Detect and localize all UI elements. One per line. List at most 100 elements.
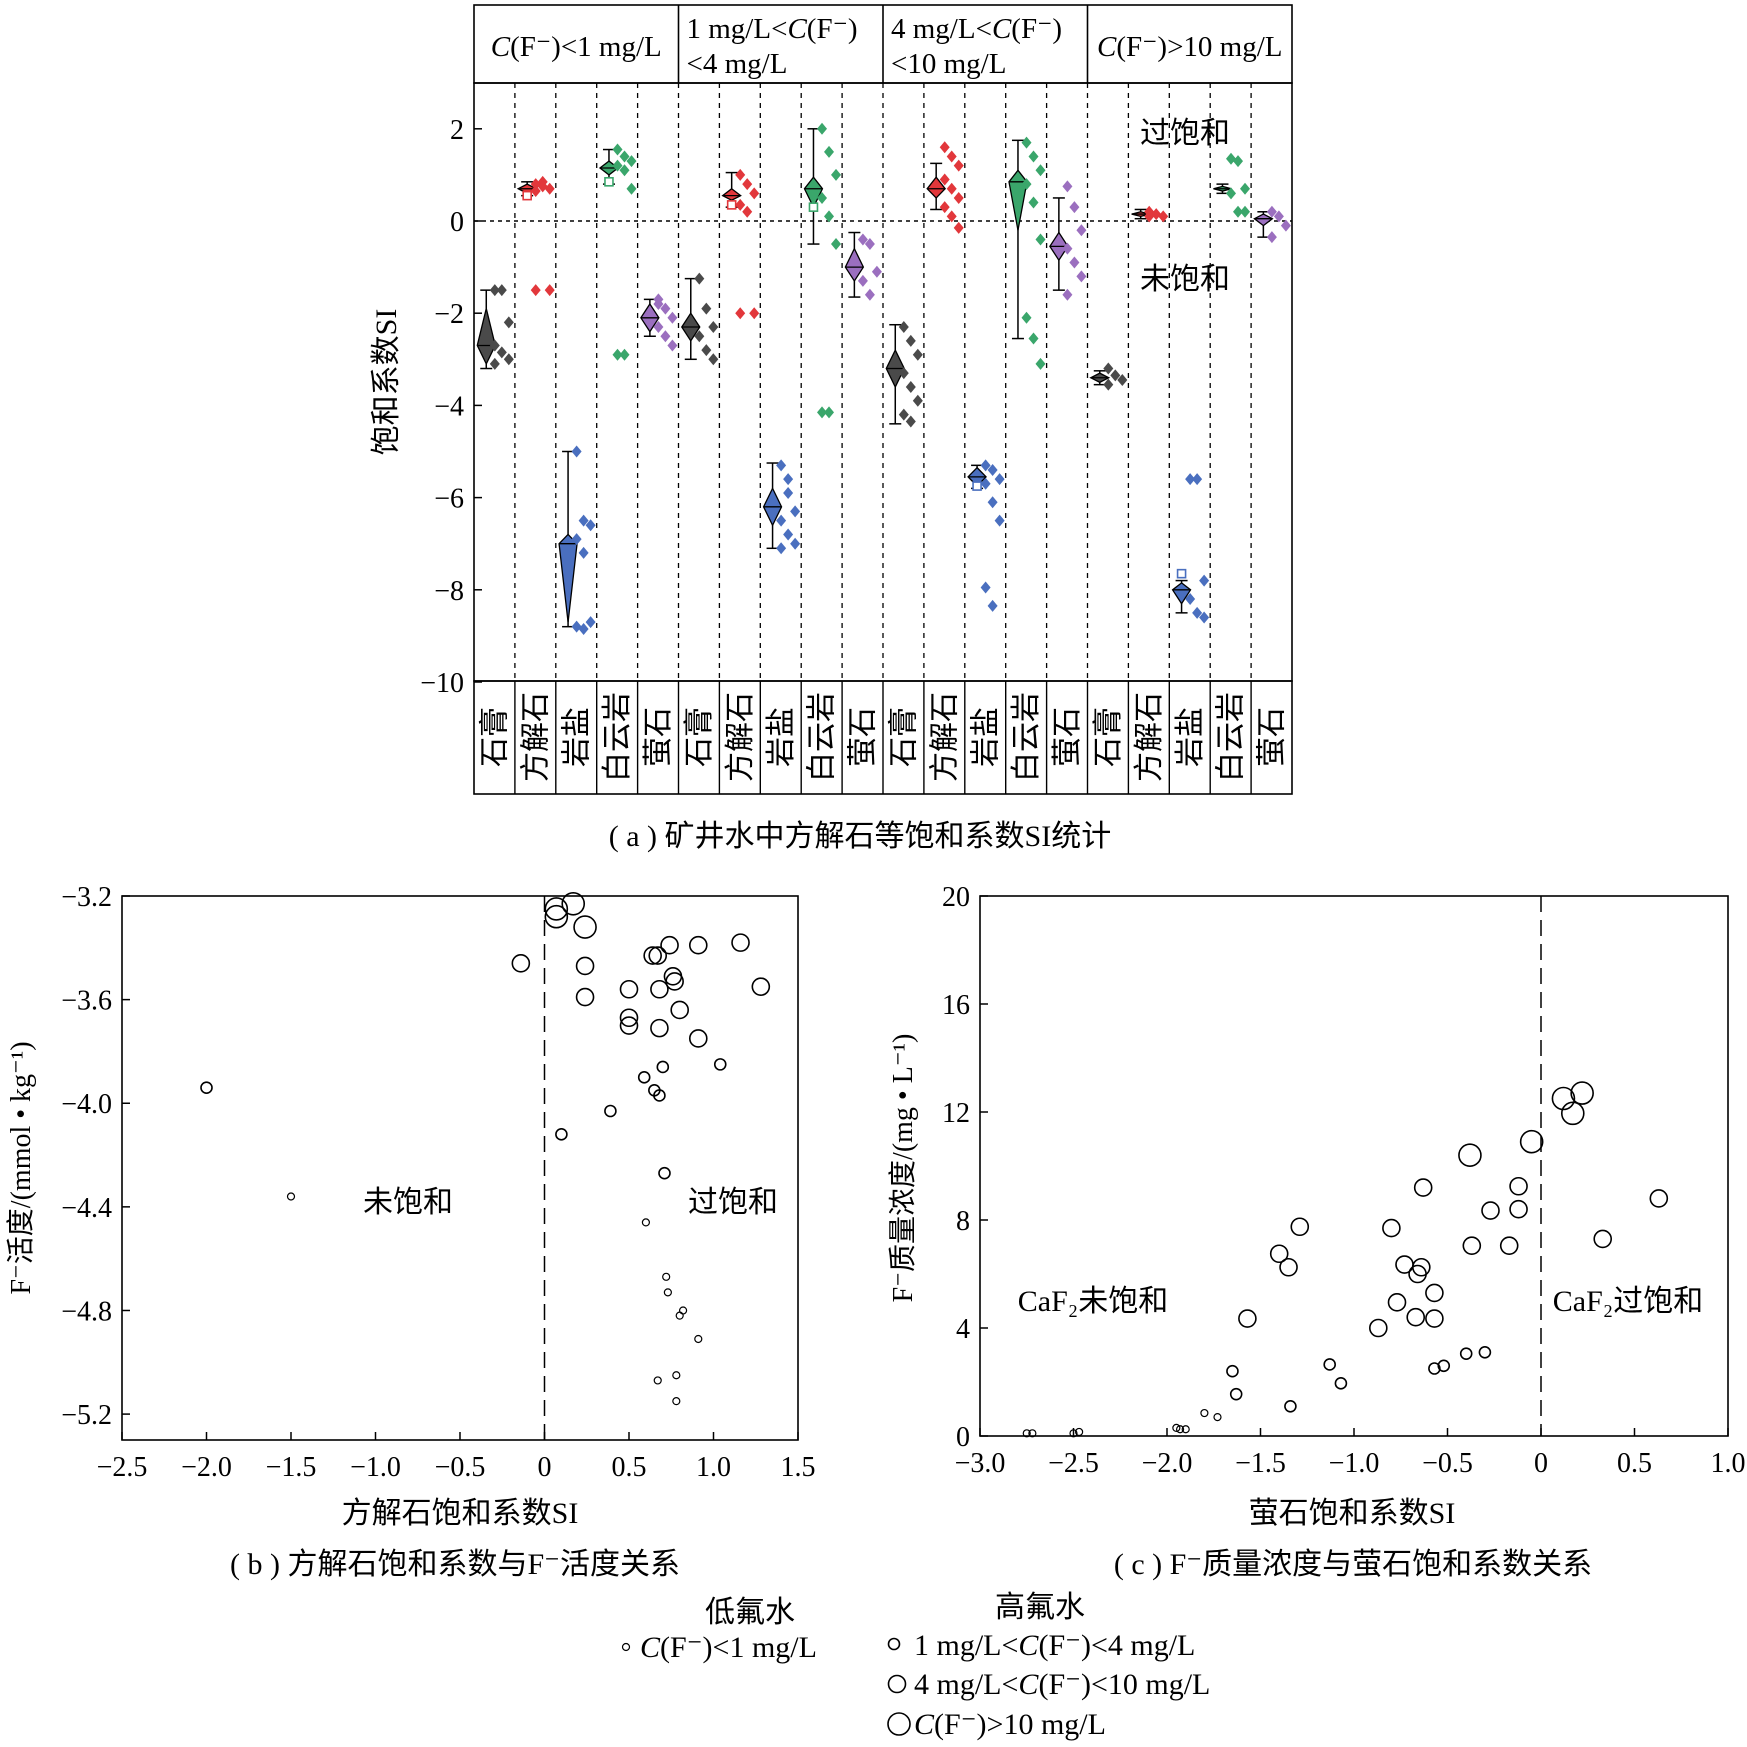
violin-shape: [721, 187, 742, 201]
scatter-point: [675, 1311, 684, 1320]
data-point: [1035, 233, 1046, 246]
data-point: [912, 348, 923, 361]
panel-c-x-ticks: −3.0 −2.5 −2.0 −1.5 −1.0 −0.5 0 0.5 1.0: [955, 1428, 1746, 1479]
data-point: [1069, 201, 1080, 214]
scatter-point: [1428, 1362, 1441, 1375]
legend-label: C(F⁻)<1 mg/L: [640, 1631, 817, 1664]
scatter-point: [1369, 1318, 1388, 1338]
violin-shape: [558, 533, 578, 623]
data-point: [1076, 224, 1087, 237]
scatter-point: [694, 1334, 703, 1344]
series-group: [1008, 136, 1046, 370]
data-point: [578, 622, 589, 635]
series-group: [476, 284, 514, 370]
scatter-point: [1323, 1358, 1336, 1371]
scatter-point: [650, 979, 669, 999]
y-tick-label: 2: [450, 115, 464, 146]
data-point: [939, 201, 950, 214]
data-point: [653, 297, 664, 310]
scatter-point: [656, 1060, 670, 1074]
legend-marker: [887, 1637, 901, 1651]
scatter-point: [619, 979, 639, 999]
scatter-point: [1649, 1189, 1669, 1208]
data-point: [953, 159, 964, 172]
median-marker: [972, 481, 982, 491]
series-group: [885, 321, 923, 428]
data-point: [1151, 208, 1162, 221]
data-point: [1021, 311, 1032, 324]
scatter-point: [286, 1192, 296, 1201]
y-tick-label: 16: [942, 990, 970, 1021]
scatter-point: [665, 972, 684, 991]
data-point: [1280, 219, 1291, 232]
data-point: [660, 302, 671, 315]
data-point: [496, 284, 507, 297]
panel-c-annotation-supersaturated: CaF₂过饱和: [1553, 1285, 1703, 1318]
scatter-point: [1075, 1427, 1084, 1437]
scatter-point: [1229, 1387, 1243, 1401]
data-point: [898, 321, 909, 334]
legend-item: 4 mg/L<C(F⁻)<10 mg/L: [887, 1668, 1210, 1701]
panel-a: 2 0 −2 −4 −6 −8 −10 C(F⁻)<1 mg/L 1 mg/L<C(F⁻)<4…: [370, 4, 1293, 853]
data-point: [1144, 210, 1155, 223]
data-point: [1185, 473, 1196, 486]
series-group: [598, 143, 637, 361]
data-point: [790, 537, 801, 550]
data-point: [987, 463, 998, 476]
data-point: [1076, 270, 1087, 283]
data-point: [1021, 178, 1032, 191]
data-point: [735, 307, 746, 320]
data-point: [694, 272, 705, 285]
panel-a-series: [476, 122, 1291, 635]
scatter-point: [1022, 1429, 1031, 1438]
scatter-point: [1279, 1257, 1298, 1277]
data-point: [987, 599, 998, 612]
data-point: [612, 143, 623, 156]
legend-item: 1 mg/L<C(F⁻)<4 mg/L: [887, 1629, 1195, 1662]
data-point: [1185, 593, 1196, 606]
series-group: [721, 168, 760, 320]
data-point: [790, 505, 801, 518]
mineral-label: 萤石: [642, 707, 675, 767]
group-header-label: C(F⁻)<1 mg/L: [491, 31, 662, 63]
legend-marker: [621, 1642, 631, 1652]
x-tick-label: −0.5: [1422, 1448, 1473, 1479]
scatter-point: [1290, 1217, 1310, 1237]
data-point: [742, 205, 753, 218]
scatter-point: [1509, 1176, 1528, 1196]
series-group: [1131, 205, 1169, 223]
panel-c-y-ticks: 0 4 8 12 16 20: [942, 882, 988, 1453]
series-group: [680, 272, 719, 366]
panel-a-mineral-labels: 石膏 方解石 岩盐 白云岩 萤石 石膏 方解石 岩盐 白云岩 萤石 石膏 方解石 岩盐 白云岩 萤石 石膏 方解…: [478, 692, 1288, 782]
data-point: [1266, 205, 1277, 218]
data-point: [667, 311, 678, 324]
scatter-point: [650, 1018, 669, 1038]
data-point: [831, 238, 842, 251]
mineral-label: 岩盐: [765, 707, 798, 767]
x-tick-label: −1.5: [1235, 1448, 1286, 1479]
x-tick-label: 1.0: [696, 1452, 731, 1483]
mineral-label: 白云岩: [1215, 692, 1248, 782]
mineral-label: 石膏: [1092, 707, 1125, 767]
series-group: [762, 459, 801, 555]
y-tick-label: 12: [942, 1098, 970, 1129]
scatter-point: [678, 1306, 688, 1315]
legend-high-title: 高氟水: [995, 1591, 1085, 1624]
scatter-point: [1560, 1101, 1585, 1126]
mineral-label: 萤石: [847, 707, 880, 767]
data-point: [701, 302, 712, 315]
data-point: [994, 514, 1005, 527]
data-point: [953, 221, 964, 234]
scatter-point: [200, 1081, 213, 1094]
median-marker: [808, 202, 819, 212]
data-point: [694, 330, 705, 343]
mineral-label: 萤石: [1256, 707, 1289, 767]
scatter-point: [544, 897, 569, 921]
legend-marker: [887, 1712, 911, 1736]
y-tick-label: −8: [434, 576, 464, 607]
panel-b-points: [200, 891, 771, 1406]
panel-b-y-ticks: −3.2 −3.6 −4.0 −4.4 −4.8 −5.2: [61, 882, 130, 1431]
mineral-label: 方解石: [1133, 692, 1166, 782]
data-point: [831, 168, 842, 181]
scatter-point: [660, 935, 679, 955]
